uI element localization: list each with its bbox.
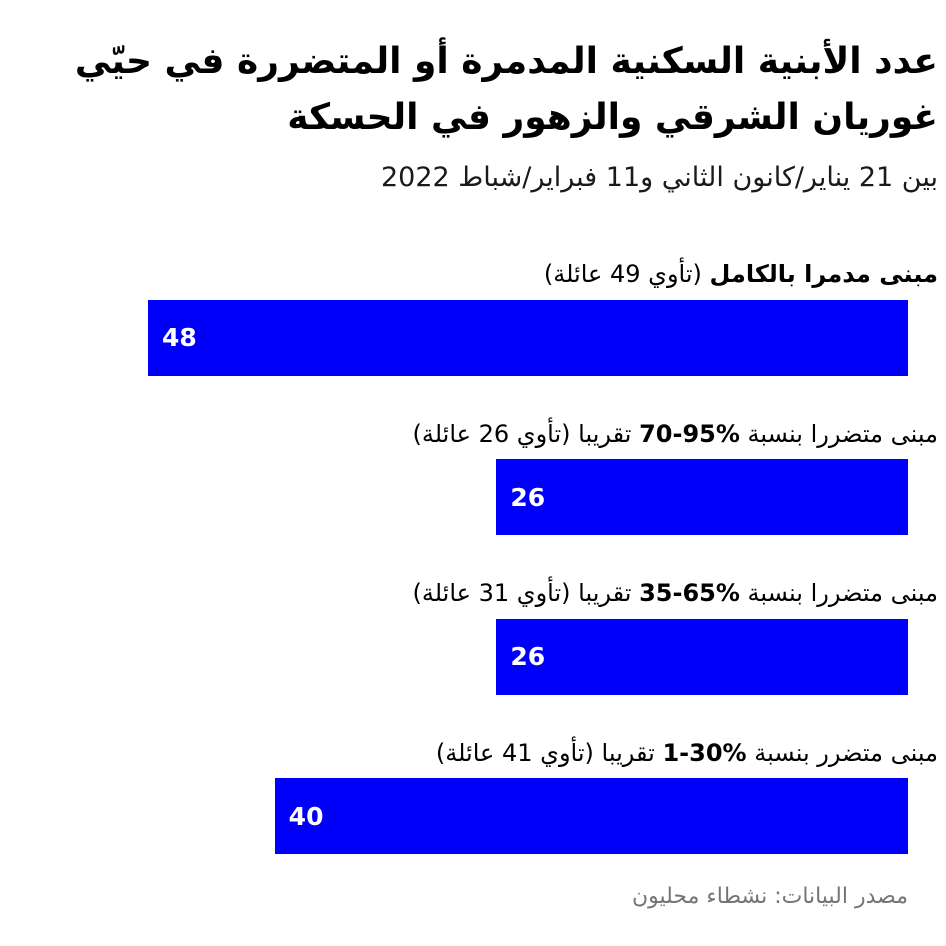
bar-label-emphasis: %95-70 (639, 419, 740, 448)
bar-category-label: مبنى متضررا بنسبة %95-70 تقريبا (تأوي 26… (40, 418, 938, 452)
bar-track: 48 (148, 299, 908, 376)
bar-track: 40 (148, 778, 908, 855)
bar-value-label: 48 (162, 323, 197, 353)
bar-label-text: تقريبا (تأوي 31 عائلة) (412, 579, 640, 608)
bar-category-label: مبنى متضررا بنسبة %65-35 تقريبا (تأوي 31… (40, 577, 938, 611)
chart-header: عدد الأبنية السكنية المدمرة أو المتضررة … (40, 34, 938, 196)
bar-label-emphasis: مبنى مدمرا بالكامل (709, 260, 938, 289)
bar-label-emphasis: %30-1 (662, 738, 747, 767)
bar: 26 (496, 618, 908, 695)
bar-track: 26 (148, 459, 908, 536)
bar-row: مبنى مدمرا بالكامل (تأوي 49 عائلة) 48 (40, 258, 938, 376)
bar-label-text: تقريبا (تأوي 26 عائلة) (412, 419, 640, 448)
bar-category-label: مبنى متضرر بنسبة %30-1 تقريبا (تأوي 41 ع… (40, 737, 938, 771)
chart-subtitle: بين 21 يناير/كانون الثاني و11 فبراير/شبا… (380, 161, 938, 193)
source-note: مصدر البيانات: نشطاء محليون (631, 884, 908, 910)
bar-row: مبنى متضررا بنسبة %65-35 تقريبا (تأوي 31… (40, 577, 938, 695)
bar-label-text: مبنى متضرر بنسبة (746, 738, 938, 767)
bar-label-emphasis: %65-35 (639, 579, 740, 608)
bar-track: 26 (148, 618, 908, 695)
bar-label-text: (تأوي 49 عائلة) (543, 260, 710, 289)
bar-chart: مبنى مدمرا بالكامل (تأوي 49 عائلة) 48 مبنى… (40, 258, 938, 855)
bar-value-label: 40 (288, 801, 324, 831)
bar-value-label: 26 (510, 642, 546, 672)
bar-label-text: مبنى متضررا بنسبة (739, 579, 938, 608)
bar-value-label: 26 (510, 482, 546, 512)
chart-title-line-1: عدد الأبنية السكنية المدمرة أو المتضررة … (74, 41, 938, 82)
bar-row: مبنى متضرر بنسبة %30-1 تقريبا (تأوي 41 ع… (40, 737, 938, 855)
bar: 40 (274, 778, 908, 855)
bar-label-text: تقريبا (تأوي 41 عائلة) (435, 738, 663, 767)
chart-title: عدد الأبنية السكنية المدمرة أو المتضررة … (40, 34, 938, 146)
bar-row: مبنى متضررا بنسبة %95-70 تقريبا (تأوي 26… (40, 418, 938, 536)
chart-footer: مصدر البيانات: نشطاء محليون (40, 882, 938, 913)
bar: 26 (496, 459, 908, 536)
chart-title-line-2: غوريان الشرقي والزهور في الحسكة (287, 96, 938, 138)
bar-label-text: مبنى متضررا بنسبة (739, 419, 938, 448)
bar-category-label: مبنى مدمرا بالكامل (تأوي 49 عائلة) (40, 258, 938, 292)
bar: 48 (148, 299, 908, 376)
